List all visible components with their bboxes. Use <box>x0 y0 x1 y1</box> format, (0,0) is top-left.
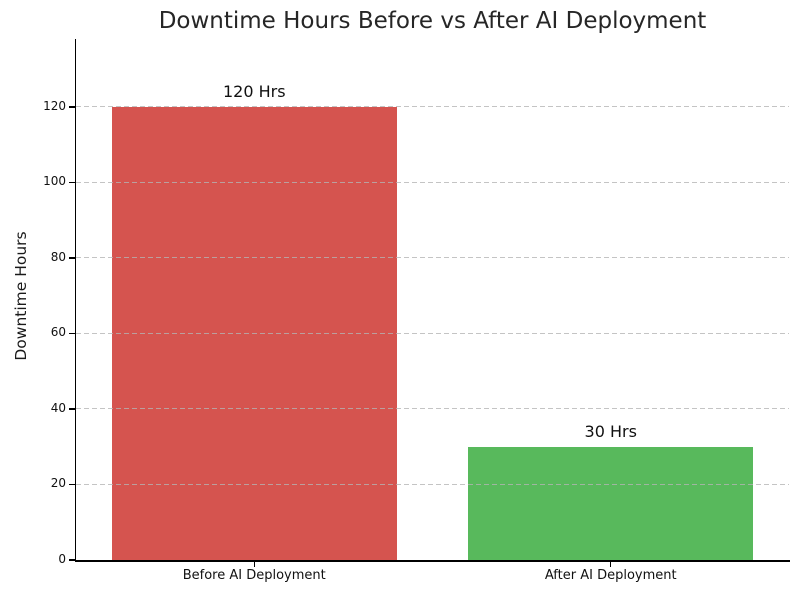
gridline <box>76 257 789 259</box>
y-tick <box>69 559 75 561</box>
gridline <box>76 483 789 485</box>
y-tick <box>69 257 75 259</box>
x-tick-label: After AI Deployment <box>544 568 677 583</box>
gridline <box>76 332 789 334</box>
y-tick-label: 60 <box>50 325 66 340</box>
y-tick-label: 120 <box>43 98 66 113</box>
y-tick-label: 80 <box>50 249 66 264</box>
y-tick-label: 20 <box>50 476 66 491</box>
y-tick <box>69 106 75 108</box>
y-tick <box>69 181 75 184</box>
y-tick-label: 40 <box>50 400 66 415</box>
x-tick-label: Before AI Deployment <box>182 568 326 583</box>
y-tick <box>69 408 75 410</box>
y-tick-label: 0 <box>58 552 66 566</box>
bar-value-label: 120 Hrs <box>222 81 286 101</box>
y-axis-spine <box>74 39 77 561</box>
x-axis-spine <box>74 560 790 562</box>
y-tick <box>69 483 75 486</box>
gridline <box>76 106 789 108</box>
gridline <box>76 181 789 183</box>
bar-after-ai-deployment <box>468 446 754 560</box>
x-tick <box>610 561 612 567</box>
gridline <box>76 408 789 410</box>
bar-value-label: 30 Hrs <box>584 421 637 441</box>
x-tick <box>253 561 255 567</box>
plot-area: 120 Hrs 30 Hrs <box>76 39 789 560</box>
y-tick <box>69 332 75 335</box>
chart-title: Downtime Hours Before vs After AI Deploy… <box>158 8 707 34</box>
y-tick-label: 100 <box>43 174 66 189</box>
